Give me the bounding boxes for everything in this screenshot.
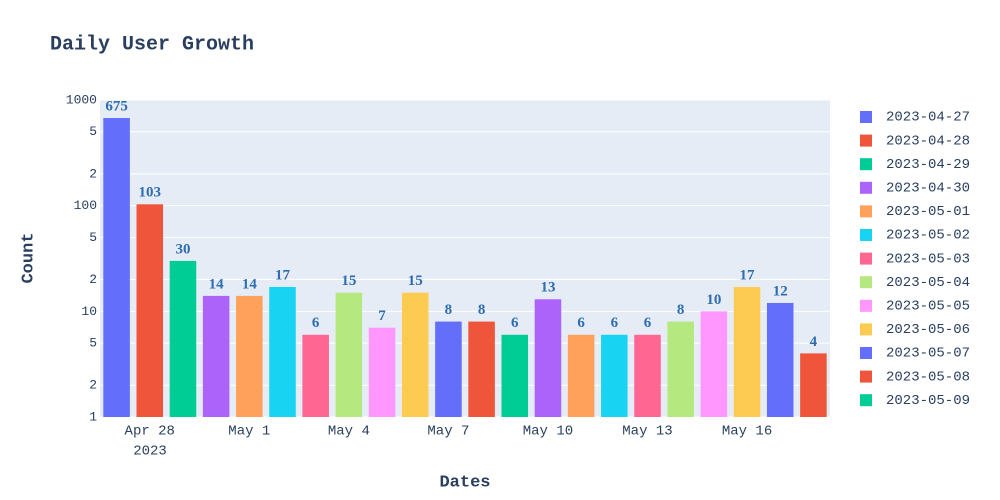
legend-swatch [860,347,872,359]
legend-swatch [860,134,872,147]
legend-label: 2023-04-28 [886,133,970,149]
x-tick-label: May 7 [427,424,469,440]
bar [136,204,164,417]
value-label: 8 [478,302,486,318]
bar [236,295,263,417]
legend-label: 2023-05-03 [886,251,970,267]
y-tick-label: 10 [81,304,97,319]
legend-swatch [860,323,872,336]
y-tick-label: 2 [89,166,97,181]
legend-label: 2023-04-30 [886,181,970,197]
x-tick-label: Apr 28 [125,424,175,440]
value-label: 15 [408,273,423,289]
legend-swatch [860,370,872,383]
legend-swatch [860,276,872,289]
legend-swatch [860,111,872,123]
y-tick-label: 5 [89,230,97,245]
legend-label: 2023-05-02 [886,228,970,244]
bar [567,334,595,417]
value-label: 6 [312,315,320,331]
x-tick-label: May 16 [722,424,772,440]
value-label: 17 [740,267,756,283]
bar [302,334,329,417]
bar [103,118,130,418]
legend-label: 2023-05-04 [886,275,970,291]
value-label: 4 [810,334,818,350]
y-tick-label: 1000 [66,92,97,107]
value-label: 12 [773,283,788,299]
legend-label: 2023-05-08 [886,369,970,385]
value-label: 6 [511,315,519,331]
bar [501,334,529,417]
bar [800,353,827,417]
bar [368,327,396,417]
x-axis-title: Dates [439,473,490,492]
legend-swatch [860,299,872,312]
legend-swatch [860,229,872,241]
value-label: 6 [577,315,585,331]
bar [601,334,628,417]
legend-label: 2023-05-01 [886,204,970,220]
value-label: 6 [644,315,652,331]
y-tick-label: 1 [89,409,97,424]
y-tick-label: 100 [74,198,97,213]
x-tick-label: May 13 [622,424,672,440]
value-label: 30 [175,241,190,257]
x-tick-label: May 1 [228,424,270,440]
x-tick-label: May 4 [328,424,370,440]
x-year-label: 2023 [133,444,167,460]
value-label: 10 [706,292,721,308]
value-label: 17 [275,267,291,283]
value-label: 6 [611,315,619,331]
y-tick-label: 2 [89,272,97,287]
value-label: 13 [540,280,555,296]
y-tick-label: 5 [89,336,97,351]
value-label: 14 [242,276,258,292]
bar [202,295,230,417]
legend-label: 2023-05-06 [886,322,970,338]
value-label: 15 [341,273,356,289]
bar [766,302,794,417]
x-tick-label: May 10 [523,424,573,440]
legend-swatch [860,158,872,171]
legend-label: 2023-05-09 [886,393,970,409]
legend-label: 2023-04-27 [886,110,970,126]
value-label: 7 [378,308,386,324]
value-label: 675 [105,98,128,114]
y-axis-title: Count [19,232,38,283]
y-tick-label: 5 [89,124,97,139]
value-label: 8 [677,302,685,318]
legend-label: 2023-05-05 [886,299,970,315]
legend-swatch [860,181,872,194]
legend-label: 2023-05-07 [886,346,970,362]
legend-swatch [860,394,872,407]
legend-swatch [860,252,872,265]
y-tick-label: 2 [89,378,97,393]
chart-title: Daily User Growth [50,33,254,56]
bar [335,292,363,417]
bar [269,286,296,417]
bar [667,321,694,417]
value-label: 103 [139,185,162,201]
legend-label: 2023-04-29 [886,157,970,173]
bar [401,292,429,417]
bar [468,321,495,417]
bar [435,321,462,417]
legend-swatch [860,205,872,218]
bar [634,334,661,417]
bar [534,299,562,417]
value-label: 8 [445,302,453,318]
value-label: 14 [209,276,225,292]
bar [700,311,728,417]
bar [169,260,197,417]
bar [733,286,761,417]
